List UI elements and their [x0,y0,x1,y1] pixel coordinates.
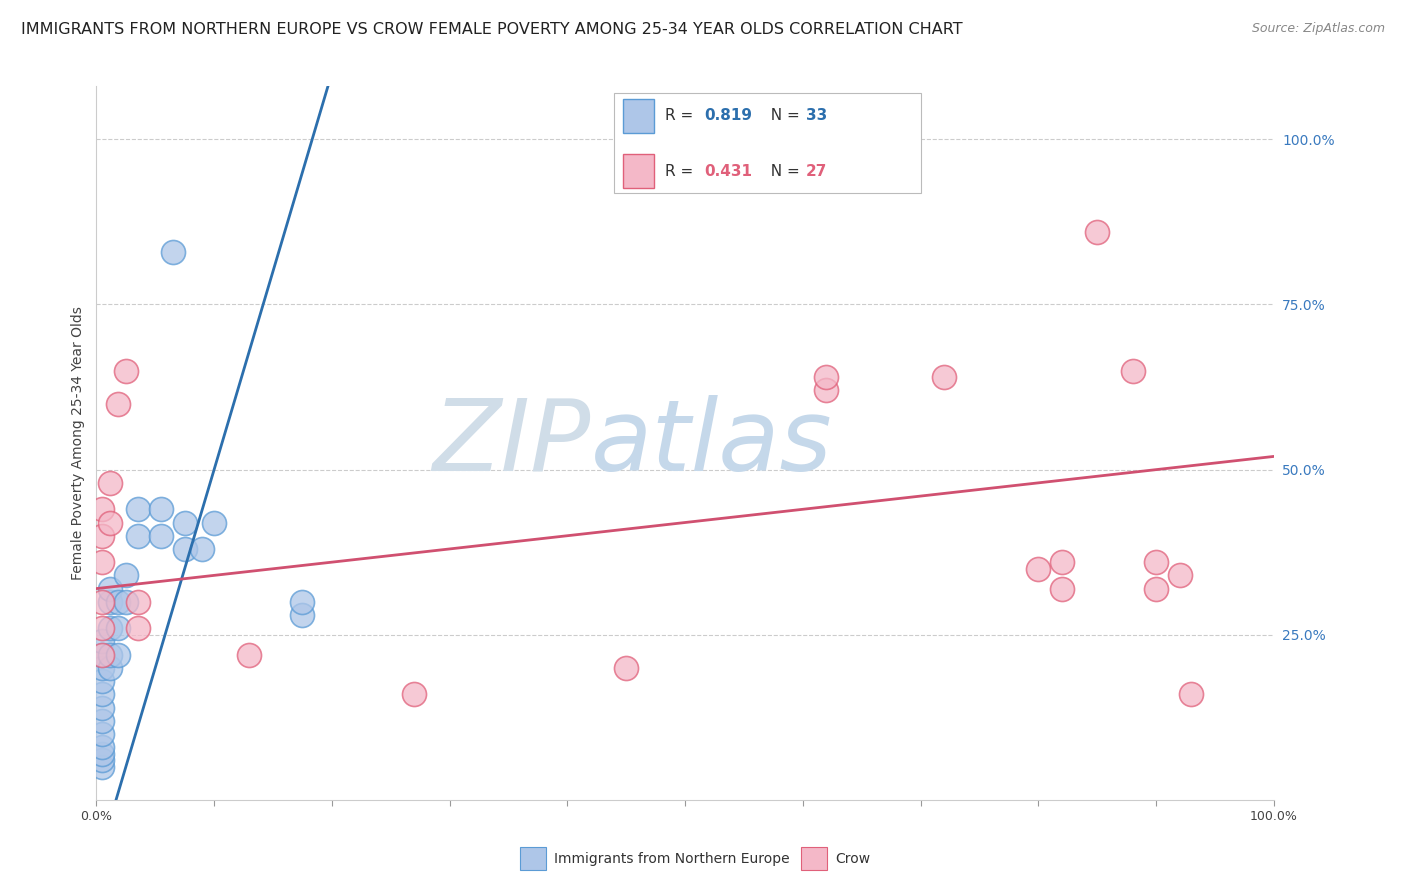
Point [91,661,114,675]
Point [91,502,114,516]
Point [91,595,114,609]
Text: R =: R = [665,163,699,178]
Point [91,674,114,689]
Text: 27: 27 [806,163,827,178]
Point [1144,555,1167,569]
Text: Immigrants from Northern Europe: Immigrants from Northern Europe [554,852,790,865]
Point [291,607,314,622]
Point [91,529,114,543]
Point [100,516,122,530]
Point [404,687,426,701]
Text: 0.819: 0.819 [704,108,752,123]
Point [91,747,114,761]
Point [91,555,114,569]
Point [91,753,114,767]
Point [932,370,955,384]
Point [815,384,838,398]
Point [91,648,114,662]
Text: IMMIGRANTS FROM NORTHERN EUROPE VS CROW FEMALE POVERTY AMONG 25-34 YEAR OLDS COR: IMMIGRANTS FROM NORTHERN EUROPE VS CROW … [21,22,963,37]
Point [127,621,149,635]
Point [100,648,122,662]
Point [91,634,114,648]
Point [1180,687,1202,701]
Point [91,760,114,774]
Point [202,516,225,530]
Point [162,244,184,259]
Point [91,700,114,714]
Point [100,661,122,675]
Point [91,621,114,635]
Point [91,687,114,701]
Point [1026,562,1049,576]
Point [107,396,129,410]
Point [127,595,149,609]
Y-axis label: Female Poverty Among 25-34 Year Olds: Female Poverty Among 25-34 Year Olds [72,306,86,580]
Text: atlas: atlas [591,395,832,491]
Point [91,727,114,741]
Point [100,582,122,596]
Text: 33: 33 [806,108,827,123]
Point [107,648,129,662]
Point [291,595,314,609]
Point [1168,568,1191,582]
Point [815,370,838,384]
Text: Crow: Crow [835,852,870,865]
Point [107,595,129,609]
Point [173,516,195,530]
Point [91,740,114,755]
Point [127,529,149,543]
Point [1085,225,1108,239]
Text: N =: N = [761,108,804,123]
Point [91,648,114,662]
Point [1121,363,1143,377]
Point [100,621,122,635]
Point [107,621,129,635]
Point [114,568,136,582]
Point [150,502,173,516]
Point [1050,582,1073,596]
Point [100,475,122,490]
Point [614,661,637,675]
Point [173,541,195,556]
Text: R =: R = [665,108,699,123]
Point [114,595,136,609]
Point [1050,555,1073,569]
Point [91,714,114,728]
Point [114,363,136,377]
Point [150,529,173,543]
Point [100,595,122,609]
Point [127,502,149,516]
Point [238,648,260,662]
Point [1144,582,1167,596]
Text: 0.431: 0.431 [704,163,752,178]
Text: ZIP: ZIP [433,395,591,491]
Text: N =: N = [761,163,804,178]
Point [191,541,214,556]
Text: Source: ZipAtlas.com: Source: ZipAtlas.com [1251,22,1385,36]
